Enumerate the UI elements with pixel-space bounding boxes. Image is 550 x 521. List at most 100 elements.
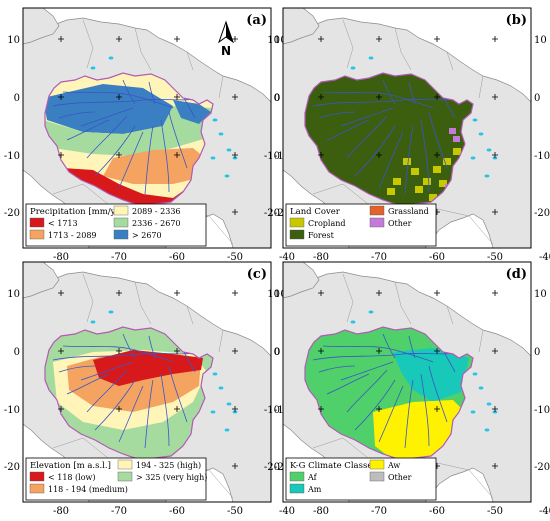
river <box>420 119 430 193</box>
lake <box>368 56 374 60</box>
graticule-cross <box>116 94 122 100</box>
river <box>62 91 174 109</box>
country-border <box>218 329 224 353</box>
graticule-cross <box>434 36 440 42</box>
graticule-cross <box>434 348 440 354</box>
lake <box>472 372 478 376</box>
legend-swatch <box>29 229 45 240</box>
panel-tag: (a) <box>246 13 267 28</box>
country-border <box>52 437 114 463</box>
lat-tick-label-right: 0 <box>274 93 280 104</box>
river <box>408 335 416 359</box>
lon-tick-label: -50 <box>487 506 503 517</box>
lake <box>486 402 492 406</box>
lat-tick-label-right: -10 <box>534 405 550 416</box>
lake <box>108 56 114 60</box>
lat-tick-label: 0 <box>274 93 280 104</box>
graticule-cross <box>232 290 238 296</box>
climate-aw <box>373 400 465 460</box>
lake <box>90 66 96 70</box>
lake <box>484 428 490 432</box>
lon-tick-label: -40 <box>279 252 295 263</box>
lat-tick-label: -20 <box>4 208 20 219</box>
lon-tick-label: -50 <box>227 506 243 517</box>
river <box>160 373 170 447</box>
cropland-cell <box>429 194 437 201</box>
river <box>144 125 154 195</box>
lat-tick-label: -10 <box>4 151 20 162</box>
country-border <box>82 273 94 323</box>
lake <box>210 410 216 414</box>
lat-tick-label-right: -20 <box>534 462 550 473</box>
cropland-cell <box>433 166 441 173</box>
lon-tick-label: -80 <box>313 506 329 517</box>
graticule-cross <box>376 406 382 412</box>
cropland-cell <box>453 148 461 155</box>
country-border <box>342 273 354 323</box>
lon-tick-label: -70 <box>371 252 387 263</box>
lon-tick-label: -70 <box>371 506 387 517</box>
river <box>354 379 396 431</box>
lake <box>210 156 216 160</box>
legend-swatch <box>117 471 133 482</box>
lon-tick-label: -60 <box>429 506 445 517</box>
legend-label: 118 - 194 (medium) <box>48 485 128 494</box>
central-america <box>23 262 60 299</box>
legend-box <box>25 457 207 501</box>
river <box>404 125 414 195</box>
lat-tick-label-right: 10 <box>274 35 287 46</box>
graticule-cross <box>318 348 324 354</box>
river <box>346 115 388 159</box>
graticule-cross <box>318 290 324 296</box>
graticule-cross <box>232 36 238 42</box>
river <box>326 373 370 395</box>
lon-tick-label: -40 <box>539 252 550 263</box>
country-border <box>446 51 454 71</box>
graticule-cross <box>232 94 238 100</box>
panel-tag: (c) <box>247 267 267 282</box>
graticule-cross <box>116 152 122 158</box>
legend-label: < 118 (low) <box>48 473 96 482</box>
river <box>94 125 136 177</box>
river <box>378 385 404 443</box>
graticule-cross <box>434 290 440 296</box>
panel-frame <box>22 7 272 249</box>
cropland-cell <box>403 158 411 165</box>
country-border <box>478 75 484 99</box>
lon-tick-label: -40 <box>539 506 550 517</box>
basin-outline <box>304 326 474 461</box>
legend-d: K-G Climate Classes Af Am Aw Other <box>285 457 437 501</box>
graticule-cross <box>174 290 180 296</box>
north-arrow-icon: N <box>218 20 234 58</box>
lat-tick-label-right: 10 <box>534 35 547 46</box>
lake <box>212 372 218 376</box>
panel-frame <box>22 261 272 503</box>
graticule-cross <box>116 406 122 412</box>
lon-tick-label: -80 <box>313 252 329 263</box>
river <box>94 379 136 431</box>
graticule-cross <box>492 348 498 354</box>
legend-title: Elevation [m a.s.l.] <box>30 461 111 471</box>
graticule-cross <box>492 406 498 412</box>
river <box>160 119 170 193</box>
country-border <box>394 281 412 325</box>
panel-frame <box>282 7 532 249</box>
lat-tick-label: -10 <box>264 151 280 162</box>
graticule-cross <box>232 348 238 354</box>
country-border <box>218 75 224 99</box>
graticule-cross <box>232 152 238 158</box>
central-america <box>283 262 320 299</box>
lake <box>226 148 232 152</box>
river <box>58 365 96 373</box>
lat-tick-label-right: 0 <box>274 347 280 358</box>
legend-label: Aw <box>387 461 400 470</box>
legend-label: > 2670 <box>132 231 162 240</box>
river <box>118 131 144 189</box>
river <box>148 335 156 359</box>
river <box>62 345 174 363</box>
country-border <box>312 183 374 209</box>
lon-tick-label: -70 <box>111 252 127 263</box>
legend-swatch <box>113 217 129 228</box>
graticule-cross <box>492 463 498 469</box>
